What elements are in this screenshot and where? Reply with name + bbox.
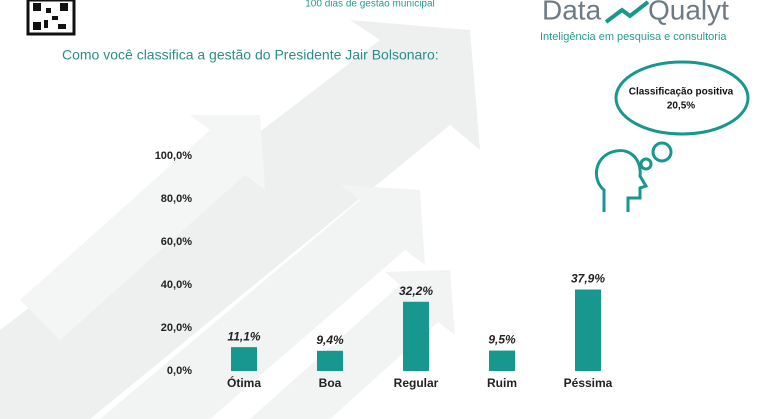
annotation-title: Classificação positiva xyxy=(629,87,734,98)
bar xyxy=(489,350,515,371)
thought-cloud xyxy=(595,60,750,212)
value-label: 11,1% xyxy=(227,329,260,343)
chart-title: Como você classifica a gestão do Preside… xyxy=(62,47,439,63)
y-tick-label: 60,0% xyxy=(161,236,192,248)
y-tick-label: 0,0% xyxy=(167,365,192,377)
bar xyxy=(231,347,257,371)
background-arrows xyxy=(0,20,480,419)
y-tick-label: 80,0% xyxy=(161,193,192,205)
value-label: 9,5% xyxy=(488,333,516,347)
bar xyxy=(317,350,343,371)
x-tick-label: Péssima xyxy=(564,376,613,390)
y-tick-label: 40,0% xyxy=(161,279,192,291)
subtitle: 100 dias de gestão municipal xyxy=(305,0,435,10)
value-label: 9,4% xyxy=(316,333,344,347)
logo-tagline: Inteligência em pesquisa e consultoria xyxy=(540,31,727,43)
logo-left: Data xyxy=(542,0,602,25)
value-label: 37,9% xyxy=(571,272,605,286)
qr-code xyxy=(26,0,76,36)
logo: Data Qualyt Inteligência em pesquisa e c… xyxy=(540,0,729,43)
bar xyxy=(575,289,601,371)
y-tick-label: 20,0% xyxy=(161,322,192,334)
y-tick-label: 100,0% xyxy=(155,150,193,162)
value-label: 32,2% xyxy=(399,284,433,298)
x-tick-label: Ruim xyxy=(487,376,517,390)
x-tick-label: Boa xyxy=(319,376,342,390)
logo-right: Qualyt xyxy=(648,0,729,25)
annotation-value: 20,5% xyxy=(667,101,695,112)
bar xyxy=(403,301,429,371)
logo-arrow xyxy=(604,0,650,24)
x-tick-label: Regular xyxy=(394,376,439,390)
x-tick-label: Ótima xyxy=(227,375,261,390)
